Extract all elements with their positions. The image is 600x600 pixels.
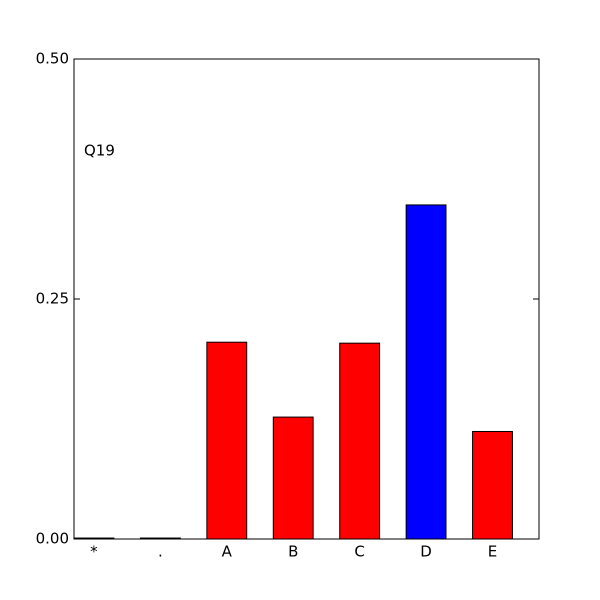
bar xyxy=(339,342,381,540)
x-tick-label: C xyxy=(354,543,364,561)
x-tick-label: * xyxy=(90,543,98,561)
y-tick-label: 0.50 xyxy=(36,50,69,68)
y-tick-label: 0.25 xyxy=(36,290,69,308)
bar xyxy=(206,341,248,540)
annotation: Q19 xyxy=(84,142,115,160)
x-tick-label: D xyxy=(420,543,432,561)
x-tick-label: B xyxy=(288,543,298,561)
bar xyxy=(472,430,513,540)
x-tick-label: E xyxy=(488,543,497,561)
bar xyxy=(272,416,314,540)
x-tick-label: A xyxy=(222,543,233,561)
x-tick-label: . xyxy=(158,543,163,561)
bar xyxy=(405,204,447,540)
y-tick-label: 0.00 xyxy=(36,530,69,548)
